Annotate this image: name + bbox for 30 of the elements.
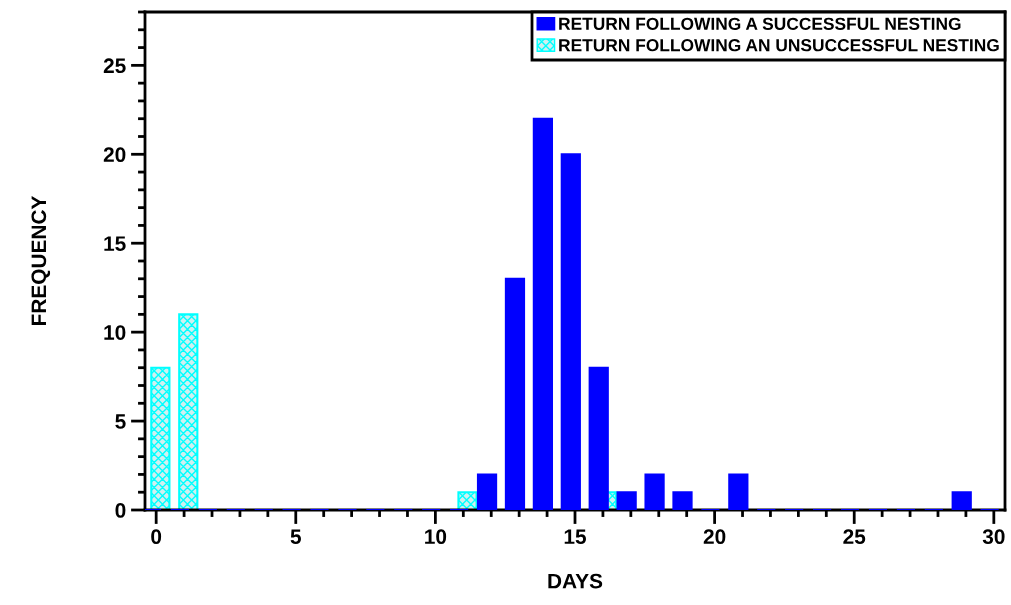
y-tick-label: 25: [103, 58, 126, 74]
bar: [150, 366, 171, 510]
bar: [951, 491, 972, 510]
bar: [560, 153, 581, 510]
bar: [644, 473, 665, 510]
x-tick-label: 20: [703, 529, 726, 545]
bar: [457, 491, 478, 510]
x-tick-label: 0: [151, 529, 162, 545]
x-tick-label: 5: [290, 529, 301, 545]
bar: [672, 491, 693, 510]
bar: [728, 473, 749, 510]
bar: [588, 366, 609, 510]
bar: [532, 117, 553, 510]
bar: [504, 277, 526, 510]
x-tick-label: 30: [982, 529, 1005, 545]
x-tick-label: 25: [843, 529, 866, 545]
y-tick-label: 0: [115, 503, 126, 518]
x-tick-label: 10: [425, 529, 447, 545]
legend-label: RETURN FOLLOWING AN UNSUCCESSFUL NESTING: [559, 39, 999, 52]
y-tick-label: 20: [103, 147, 126, 163]
bar: [616, 491, 637, 510]
bar: [476, 473, 498, 510]
y-axis-title: FREQUENCY: [31, 195, 51, 326]
x-axis-title: DAYS: [548, 573, 603, 589]
bar: [178, 313, 199, 510]
y-tick-label: 15: [104, 236, 126, 251]
x-tick-label: 15: [564, 529, 587, 545]
legend-label: RETURN FOLLOWING A SUCCESSFUL NESTING: [559, 17, 961, 30]
y-tick-label: 5: [115, 414, 126, 429]
y-tick-label: 10: [104, 325, 126, 340]
